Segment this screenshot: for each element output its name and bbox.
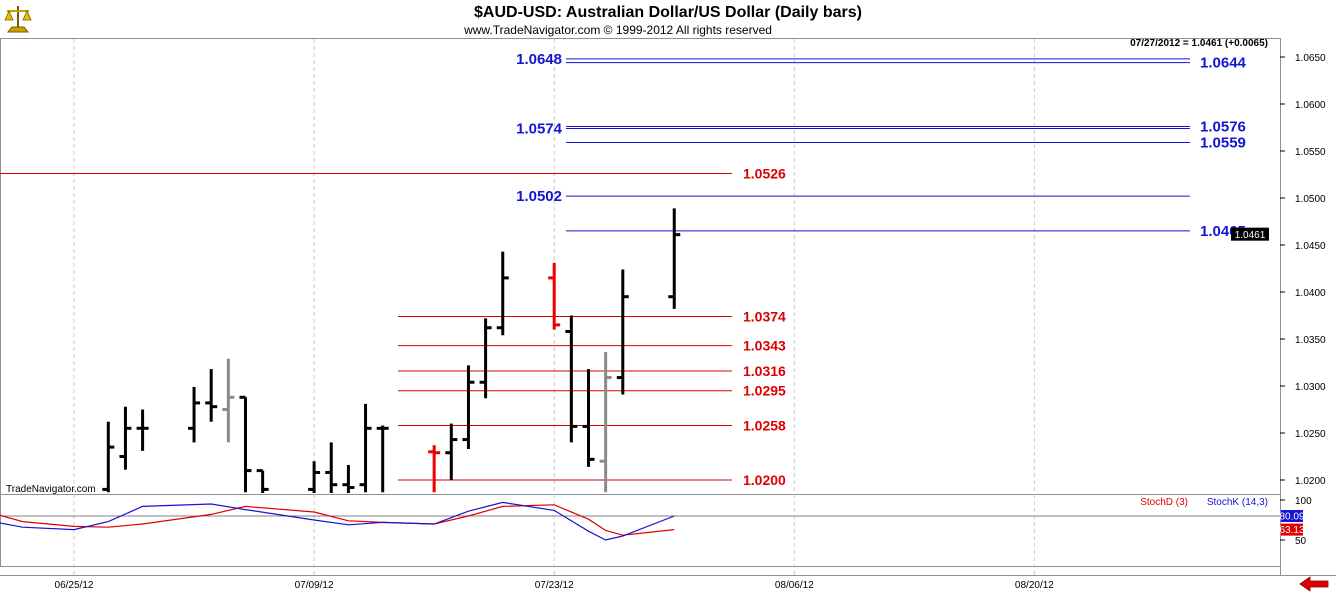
price-level-label: 1.0200 bbox=[743, 472, 786, 488]
stoch-panel-frame bbox=[0, 494, 1281, 567]
y-tick-label: 1.0200 bbox=[1295, 476, 1326, 487]
x-tick-label: 08/20/12 bbox=[1015, 580, 1054, 591]
price-level-label: 1.0316 bbox=[743, 363, 786, 379]
x-tick-label: 06/25/12 bbox=[55, 580, 94, 591]
ohlc-bar bbox=[565, 315, 578, 443]
price-level-label: 1.0343 bbox=[743, 338, 786, 354]
ohlc-bar bbox=[119, 406, 132, 470]
y-tick-label: 1.0600 bbox=[1295, 100, 1326, 111]
logo-icon[interactable] bbox=[4, 4, 32, 34]
last-quote-readout: 07/27/2012 = 1.0461 (+0.0065) bbox=[1130, 38, 1268, 49]
legend-stochk: StochK (14,3) bbox=[1207, 497, 1268, 508]
y-tick-label: 1.0300 bbox=[1295, 382, 1326, 393]
price-level-label: 1.0374 bbox=[743, 308, 786, 324]
y-tick-label: 1.0450 bbox=[1295, 241, 1326, 252]
last-price-box: 1.0461 bbox=[1231, 227, 1269, 241]
copyright-text: www.TradeNavigator.com © 1999-2012 All r… bbox=[463, 23, 772, 37]
ohlc-bar bbox=[582, 369, 595, 467]
price-level-label: 1.0295 bbox=[743, 383, 786, 399]
x-tick-label: 08/06/12 bbox=[775, 580, 814, 591]
stochk-last-box: 80.09 bbox=[1279, 510, 1305, 523]
price-panel-frame bbox=[0, 38, 1281, 495]
x-tick-label: 07/09/12 bbox=[295, 580, 334, 591]
ohlc-bar bbox=[342, 464, 355, 493]
price-level-label: 1.0502 bbox=[516, 188, 562, 205]
stoch-y-tick-label: 100 bbox=[1295, 496, 1312, 507]
y-tick-label: 1.0650 bbox=[1295, 53, 1326, 64]
ohlc-bar bbox=[548, 262, 561, 330]
ohlc-bar bbox=[102, 421, 115, 493]
stochd-last-box: 63.13 bbox=[1279, 523, 1305, 536]
watermark-text: TradeNavigator.com bbox=[6, 484, 96, 495]
ohlc-bar bbox=[359, 403, 372, 493]
last-price-label: 1.0461 bbox=[1235, 230, 1266, 241]
ohlc-bar bbox=[376, 425, 389, 493]
price-level-label: 1.0648 bbox=[516, 51, 562, 68]
red-left-arrow-icon[interactable] bbox=[1299, 576, 1329, 592]
bars-layer bbox=[102, 208, 681, 493]
levels-layer: 1.0648 1.06441.05761.05741.05591.05021.04… bbox=[0, 51, 1247, 488]
ohlc-bar bbox=[616, 269, 629, 395]
y-tick-label: 1.0500 bbox=[1295, 194, 1326, 205]
ohlc-bar bbox=[222, 358, 235, 443]
ohlc-bar bbox=[668, 208, 681, 309]
legend-stochd: StochD (3) bbox=[1140, 497, 1188, 508]
ohlc-bar bbox=[188, 386, 201, 443]
ohlc-bar bbox=[256, 469, 269, 493]
stochd-line bbox=[0, 500, 675, 536]
price-level-label: 1.0574 bbox=[516, 120, 563, 137]
stochk-line bbox=[0, 500, 675, 541]
ohlc-bar bbox=[205, 369, 218, 422]
chart-title: $AUD-USD: Australian Dollar/US Dollar (D… bbox=[474, 4, 862, 21]
stoch-y-tick-label: 50 bbox=[1295, 536, 1307, 547]
ohlc-bar bbox=[599, 352, 612, 493]
ohlc-bar bbox=[308, 461, 321, 493]
ohlc-bar bbox=[462, 365, 475, 449]
ohlc-bar bbox=[325, 442, 338, 493]
price-level-label: 1.0576 bbox=[1200, 119, 1246, 136]
y-axis: 1.0200 1.0250 1.0300 1.0350 1.0400 1.0450 1.05… bbox=[1280, 53, 1326, 487]
y-tick-label: 1.0350 bbox=[1295, 335, 1326, 346]
ohlc-bar bbox=[445, 423, 458, 480]
x-tick-label: 07/23/12 bbox=[535, 580, 574, 591]
price-level-label: 1.0526 bbox=[743, 166, 786, 182]
ohlc-bar bbox=[136, 409, 149, 451]
stoch-layer: 100 50 80.09 63.13 bbox=[0, 496, 1312, 547]
y-tick-label: 1.0250 bbox=[1295, 429, 1326, 440]
svg-text:63.13: 63.13 bbox=[1279, 525, 1304, 536]
price-level-label: 1.0258 bbox=[743, 417, 786, 433]
svg-text:80.09: 80.09 bbox=[1279, 512, 1304, 523]
ohlc-bar bbox=[428, 445, 441, 493]
y-tick-label: 1.0550 bbox=[1295, 147, 1326, 158]
price-level-label: 1.0559 bbox=[1200, 135, 1246, 152]
y-tick-label: 1.0400 bbox=[1295, 288, 1326, 299]
ohlc-bar bbox=[479, 318, 492, 399]
ohlc-bar bbox=[239, 395, 252, 493]
x-axis: 06/25/12 07/09/12 07/23/12 08/06/12 08/20/12 bbox=[0, 575, 1336, 591]
price-level-label: 1.0644 bbox=[1200, 55, 1247, 72]
ohlc-bar bbox=[496, 251, 509, 336]
